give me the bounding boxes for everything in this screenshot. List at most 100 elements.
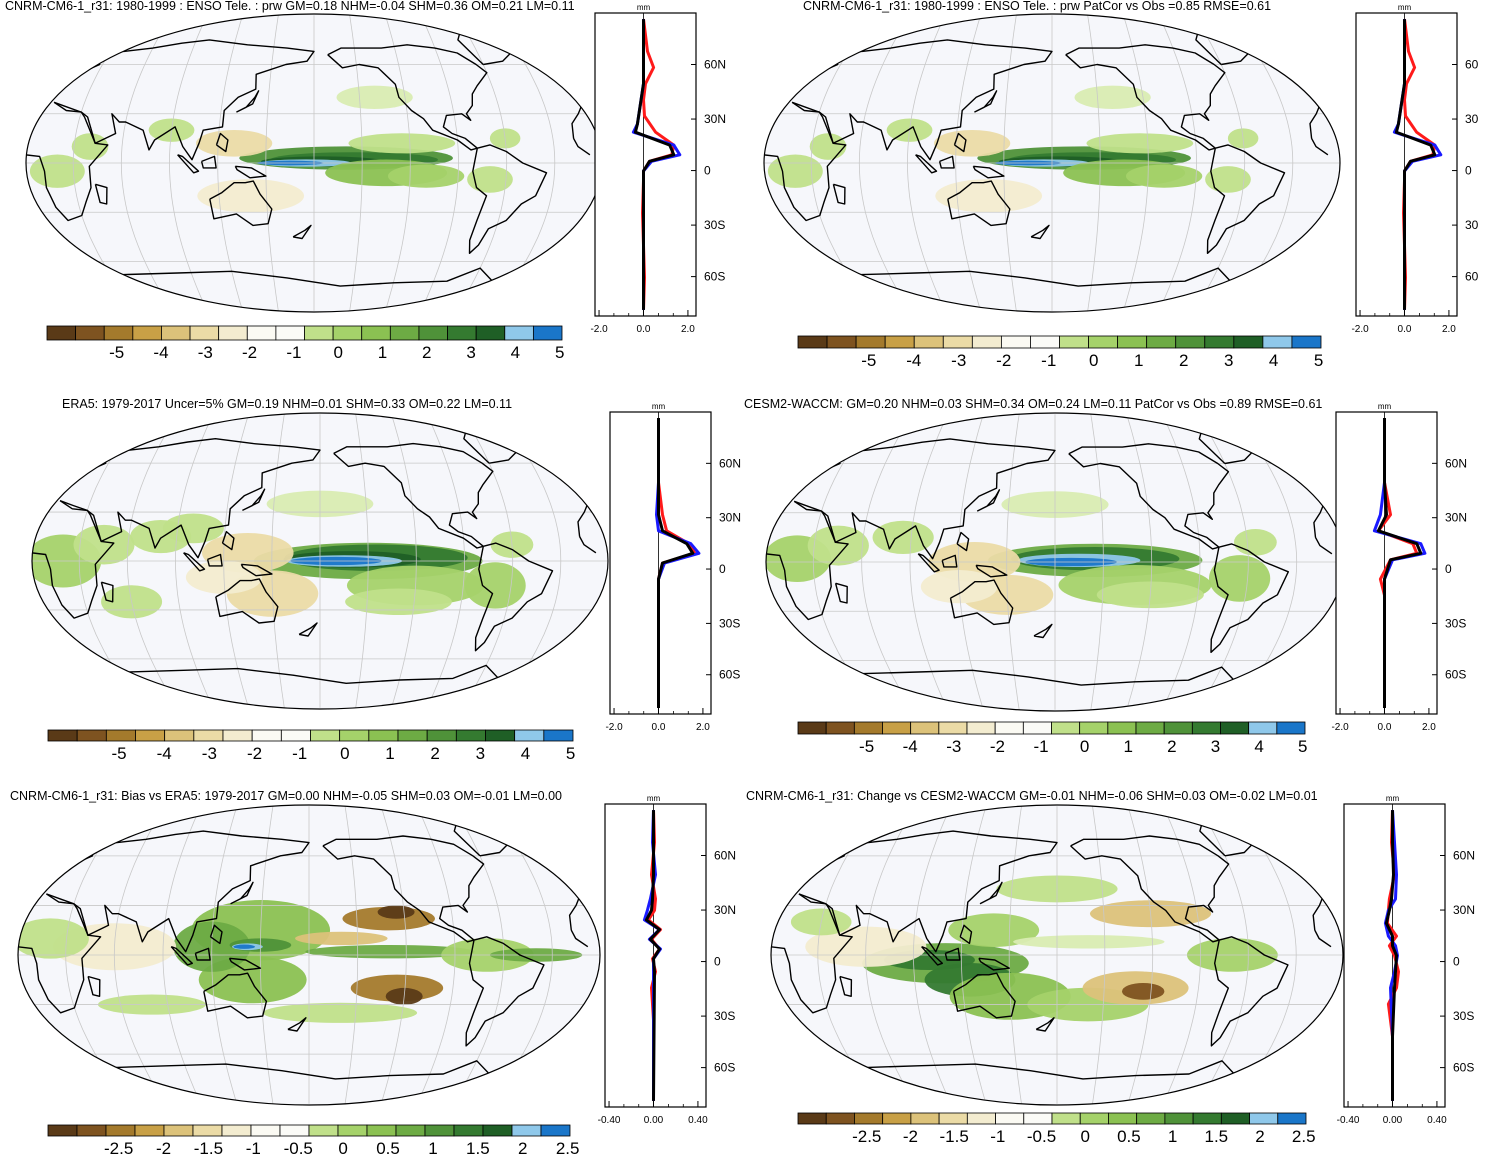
x-tick-label: 0.00 [644, 1115, 664, 1126]
world-map [770, 804, 1344, 1106]
colorbar-label: -2.5 [103, 1139, 134, 1158]
map-svg [763, 13, 1341, 313]
colorbar-swatch [938, 721, 968, 735]
coastline [221, 530, 235, 551]
colorbar-swatch [1135, 721, 1165, 735]
colorbar-swatch [1192, 1112, 1222, 1125]
colorbar-label: -5 [859, 737, 875, 756]
field-contour [809, 133, 847, 160]
colorbar-label: -1 [1041, 351, 1057, 370]
colorbar-label: 1 [377, 343, 388, 362]
x-tick-label: 2.0 [1442, 324, 1456, 335]
colorbar-label: 3 [1210, 737, 1221, 756]
field-contour [807, 525, 869, 566]
coastline [917, 553, 940, 573]
x-tick-label: 0.0 [1378, 722, 1392, 733]
panel-bias-vs-era5: CNRM-CM6-1_r31: Bias vs ERA5: 1979-2017 … [0, 780, 740, 1158]
coastline [952, 972, 1016, 1019]
coastline [1206, 144, 1286, 254]
colorbar-swatch [1248, 721, 1278, 735]
profile-line-mean [1376, 418, 1423, 708]
colorbar-swatch [426, 729, 457, 742]
field-contour [1233, 528, 1277, 556]
colorbar-swatch [189, 325, 220, 341]
coastline [322, 835, 485, 943]
coastline [834, 582, 848, 604]
coastline [200, 155, 217, 169]
colorbar-label: 4 [1268, 351, 1279, 370]
unit-label: mm [647, 794, 661, 803]
colorbar-label: -2 [242, 343, 258, 362]
coastline [949, 579, 1014, 626]
colorbar-swatch [1249, 1112, 1279, 1125]
colorbar-swatch [368, 729, 399, 742]
colorbar-swatch [361, 325, 391, 341]
colorbar-swatch [134, 1124, 165, 1137]
coastline [771, 893, 1332, 1014]
colorbar-swatch [1204, 335, 1235, 349]
colorbar-swatch [1051, 721, 1081, 735]
zonal-mean-profile: mm 60N 30N 0 30S 60S -2.0 0.0 2.0 [590, 3, 726, 335]
x-tick-label: 2.0 [681, 324, 695, 335]
colorbar-swatch [882, 721, 912, 735]
colorbar-label: -5 [861, 351, 877, 370]
colorbar-swatch [532, 325, 563, 341]
coastline [947, 180, 1011, 227]
coastline [465, 936, 545, 1047]
coastline [327, 44, 488, 151]
colorbar-label: 4 [1254, 737, 1264, 756]
coastline [764, 101, 1329, 222]
coastline [333, 442, 494, 549]
lat-tick-label: 60S [719, 668, 740, 682]
field-contour [1121, 982, 1165, 1000]
profile-line-mean [1394, 19, 1437, 310]
coastline [810, 267, 1294, 287]
colorbar-svg [797, 335, 1322, 349]
panel-title: CNRM-CM6-1_r31: 1980-1999 : ENSO Tele. :… [803, 0, 1272, 13]
colorbar-swatch [1079, 721, 1109, 735]
field-contour [934, 129, 1011, 157]
colorbar-swatch [994, 721, 1024, 735]
colorbar-swatch [250, 1124, 281, 1137]
colorbar-label: -2 [155, 1139, 172, 1158]
colorbar-labels: -2.5 -2 -1.5 -1 -0.5 0 0.5 1 1.5 2 2.5 [48, 1139, 580, 1161]
colorbar-swatch [193, 729, 224, 742]
colorbar-swatch [1262, 335, 1293, 349]
colorbar-label: 2.5 [555, 1139, 580, 1158]
colorbar-label: -0.5 [1026, 1127, 1057, 1146]
field-contour [1126, 164, 1203, 188]
colorbar-swatch [192, 1124, 223, 1137]
coastline [203, 972, 268, 1019]
colorbar-swatch [1191, 721, 1221, 735]
colorbar-swatch [1291, 335, 1322, 349]
colorbar-label: -1.5 [193, 1139, 224, 1158]
colorbar-swatch [332, 325, 363, 341]
colorbar-swatch [966, 721, 996, 735]
field-contour [345, 588, 452, 616]
coastline [766, 500, 1333, 621]
colorbar-swatch [797, 335, 828, 349]
unit-label: mm [637, 3, 651, 12]
world-map [17, 804, 601, 1106]
lat-tick-label: 60S [1453, 1061, 1474, 1075]
coastline [1210, 543, 1289, 653]
lat-tick-label: 0 [1445, 562, 1452, 576]
colorbar-swatch [797, 721, 827, 735]
field-contour [1209, 555, 1271, 602]
field-contour [1205, 166, 1251, 193]
colorbar-swatch [910, 721, 940, 735]
field-contour [197, 179, 305, 213]
map-svg [31, 412, 609, 710]
colorbar-swatch [910, 1112, 940, 1125]
colorbar-swatch [1030, 335, 1060, 349]
colorbar-label: 1 [1123, 737, 1133, 756]
colorbar-label: 2 [1178, 351, 1189, 370]
colorbar-swatch [797, 1112, 827, 1125]
coastline [206, 553, 223, 567]
x-tick-label: 0.0 [1398, 324, 1412, 335]
colorbar-swatch [447, 325, 477, 341]
colorbar-label: 5 [565, 744, 576, 763]
coastline [921, 946, 943, 966]
colorbar-swatch [1051, 1112, 1081, 1125]
coastline [1065, 44, 1226, 151]
